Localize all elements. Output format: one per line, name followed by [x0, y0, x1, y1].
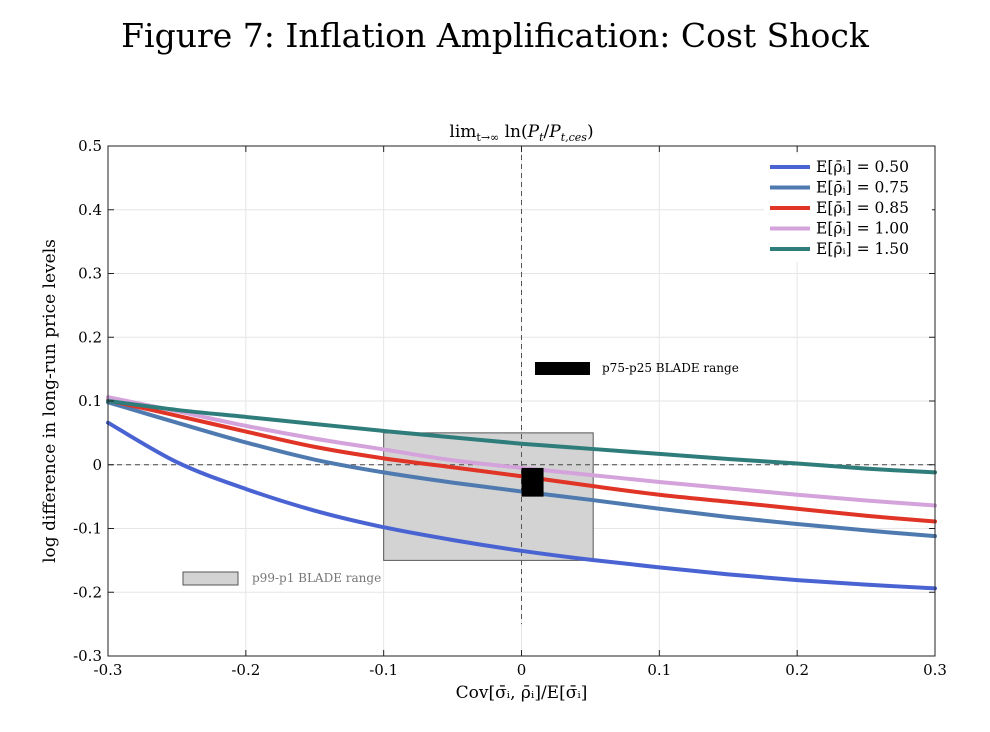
x-tick-label: 0.1	[647, 661, 671, 679]
legend-label: E[ρ̄ᵢ] = 1.50	[816, 240, 909, 258]
x-tick-label: 0.2	[785, 661, 809, 679]
y-tick-label: -0.1	[73, 520, 102, 538]
reference-lines	[108, 146, 935, 625]
p75-p25-range-box	[521, 467, 544, 497]
inner-range	[521, 467, 544, 497]
series-line-0.50	[106, 420, 937, 591]
chart-title-part: t	[539, 131, 544, 144]
x-tick-label: 0.3	[923, 661, 947, 679]
legend: E[ρ̄ᵢ] = 0.50 E[ρ̄ᵢ] = 0.75 E[ρ̄ᵢ] = 0.85 E…	[764, 154, 932, 262]
p75-p25-label: p75-p25 BLADE range	[602, 361, 739, 375]
chart-title-part: t,ces	[561, 131, 588, 144]
axis-labels: Cov[σ̄ᵢ, ρ̄ᵢ]/E[σ̄ᵢ] log difference in lo…	[40, 122, 594, 703]
p75-p25-legend-swatch	[535, 362, 590, 375]
x-tick-label: 0	[517, 661, 527, 679]
chart-title: limt→∞ ln(Pt/Pt,ces)	[449, 122, 593, 144]
y-tick-label: 0.1	[78, 392, 102, 410]
x-tick-label: -0.2	[231, 661, 260, 679]
chart-title-part: t→∞	[476, 131, 499, 144]
y-axis-label: log difference in long-run price levels	[40, 239, 60, 563]
chart-title-part: )	[587, 122, 594, 142]
legend-label: E[ρ̄ᵢ] = 1.00	[816, 220, 909, 238]
x-axis-label: Cov[σ̄ᵢ, ρ̄ᵢ]/E[σ̄ᵢ]	[456, 683, 588, 703]
x-tick-label: -0.1	[369, 661, 398, 679]
p99-p1-label: p99-p1 BLADE range	[252, 571, 381, 585]
y-tick-label: 0.5	[78, 137, 102, 155]
chart-title-part: /	[544, 122, 550, 142]
y-tick-label: 0.4	[78, 201, 102, 219]
y-tick-label: 0	[92, 456, 102, 474]
legend-label: E[ρ̄ᵢ] = 0.50	[816, 158, 909, 176]
figure-title: Figure 7: Inflation Amplification: Cost …	[121, 16, 869, 55]
series-line-1.50	[106, 399, 937, 475]
chart-title-part: P	[527, 122, 540, 142]
y-tick-label: -0.2	[73, 583, 102, 601]
x-tick-label: -0.3	[94, 661, 123, 679]
chart-title-part: lim	[449, 122, 476, 142]
p99-p1-legend-swatch	[182, 571, 239, 586]
axes: -0.3 -0.2 -0.1 0 0.1 0.2 0.3 -0.3 -0.2 -0.1 0 0.1 0.…	[73, 137, 947, 679]
legend-label: E[ρ̄ᵢ] = 0.75	[816, 179, 909, 197]
y-tick-label: 0.3	[78, 265, 102, 283]
y-tick-label: -0.3	[73, 647, 102, 665]
legend-label: E[ρ̄ᵢ] = 0.85	[816, 199, 909, 217]
annotations: p75-p25 BLADE range p99-p1 BLADE range	[182, 361, 739, 586]
chart-title-part: P	[548, 122, 561, 142]
y-tick-label: 0.2	[78, 328, 102, 346]
chart-title-part: ln(	[499, 122, 527, 142]
